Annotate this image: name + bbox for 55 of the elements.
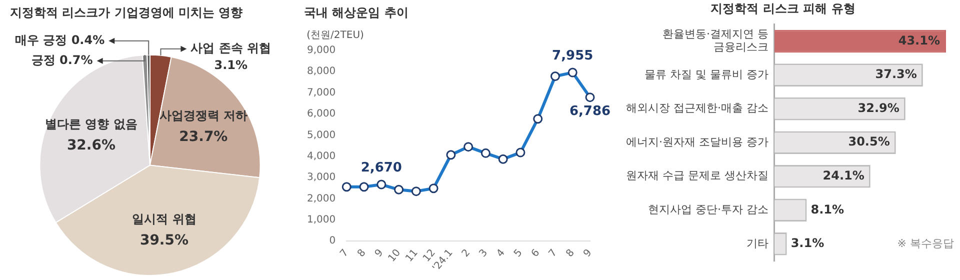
text: 7,955 [552, 48, 594, 64]
data-label: 43.1% [898, 33, 940, 48]
data-label: 23.7% [179, 128, 228, 145]
y-tick-label: 5,000 [306, 130, 336, 141]
text: 2,670 [360, 160, 402, 176]
data-label: 37.3% [875, 67, 917, 82]
y-tick-label: 물류 차질 및 물류비 증가 [644, 68, 768, 81]
annotation: ※ 복수응답 [897, 236, 954, 250]
x-tick-label: 9 [373, 248, 386, 260]
slice-label: 매우 긍정 0.4% [14, 33, 105, 48]
x-tick-label: 11 [404, 248, 420, 264]
x-tick-label: 9 [582, 248, 594, 260]
x-tick-label: 2 [460, 248, 473, 260]
y-tick-label: 1,000 [306, 214, 336, 226]
data-label: 32.6% [66, 137, 116, 154]
data-label: 3.1% [214, 58, 248, 72]
chart-title: 국내 해상운임 추이 [304, 5, 408, 20]
data-label: 30.5% [848, 134, 890, 149]
data-label: 3.1% [790, 236, 824, 250]
y-tick-label: 에너지·원자재 조달비용 증가 [626, 135, 768, 148]
x-tick-label: 7 [338, 248, 351, 260]
slice-label: 사업경쟁력 저하 [159, 108, 248, 122]
x-tick-label: 3 [477, 248, 490, 260]
y-tick-label: 9,000 [306, 44, 336, 56]
x-tick-label: 7 [546, 248, 560, 260]
y-tick-label: 해외시장 접근제한·매출 감소 [626, 102, 768, 115]
y-tick-label: 2,000 [306, 193, 336, 204]
data-label: 24.1% [822, 168, 864, 182]
x-tick-label: 8 [564, 248, 577, 260]
y-tick-label: 현지사업 중단·투자 감소 [648, 203, 768, 216]
y-tick-label: 원자재 수급 문제로 생산차질 [626, 169, 768, 182]
y-tick-label: 0 [329, 236, 336, 247]
slice-label: 긍정 0.7% [31, 53, 93, 68]
slice-label: 별다른 영향 없음 [45, 116, 138, 131]
y-tick-label: 3,000 [306, 172, 336, 184]
data-label: 39.5% [140, 232, 189, 248]
data-label: 8.1% [810, 202, 844, 216]
data-label: 32.9% [858, 100, 900, 115]
y-axis-title: (천원/2TEU) [306, 30, 364, 41]
y-tick-label: 8,000 [306, 66, 336, 78]
y-tick-label: 7,000 [306, 87, 336, 98]
x-tick-label: 5 [512, 248, 525, 260]
chart-title: 지정학적 리스크 피해 유형 [710, 1, 856, 16]
x-tick-label: 8 [356, 248, 368, 260]
y-tick-label: 환율변동·결제지연 등 금융리스크 [662, 28, 768, 54]
x-tick-label: 10 [386, 248, 404, 264]
y-tick-label: 6,000 [306, 108, 336, 120]
chart-title: 지정학적 리스크가 기업경영에 미치는 영향 [10, 5, 243, 20]
x-tick-label: 4 [494, 248, 508, 260]
slice-label: 일시적 위협 [132, 212, 196, 226]
y-tick-label: 기타 [746, 236, 768, 250]
x-tick-label: 6 [530, 248, 542, 260]
y-tick-label: 4,000 [306, 150, 336, 162]
text: 6,786 [569, 104, 611, 120]
slice-label: 사업 존속 위협 [190, 41, 272, 56]
